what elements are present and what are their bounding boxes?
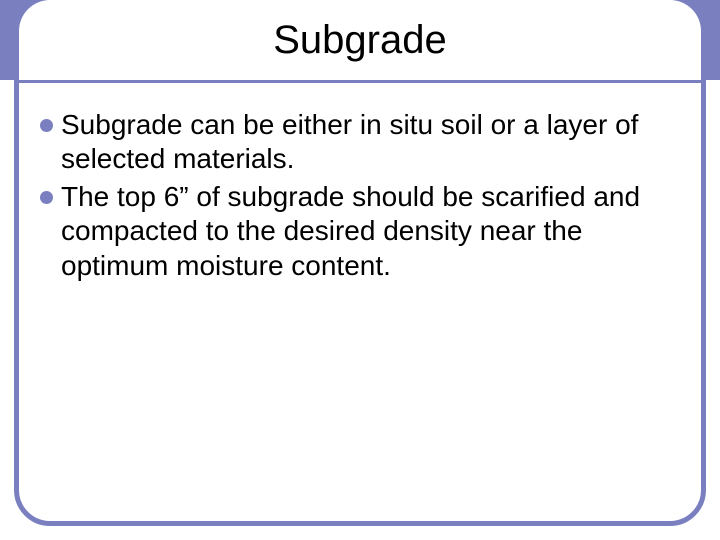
- title-divider: [19, 80, 701, 83]
- bullet-item: The top 6” of subgrade should be scarifi…: [40, 180, 680, 282]
- bullet-text: The top 6” of subgrade should be scarifi…: [61, 180, 680, 282]
- title-inner-background: Subgrade: [19, 0, 701, 80]
- content-area: Subgrade can be either in situ soil or a…: [40, 108, 680, 287]
- slide-title: Subgrade: [273, 18, 446, 63]
- bullet-text: Subgrade can be either in situ soil or a…: [61, 108, 680, 176]
- bullet-icon: [40, 119, 53, 132]
- bullet-item: Subgrade can be either in situ soil or a…: [40, 108, 680, 176]
- bullet-icon: [40, 191, 53, 204]
